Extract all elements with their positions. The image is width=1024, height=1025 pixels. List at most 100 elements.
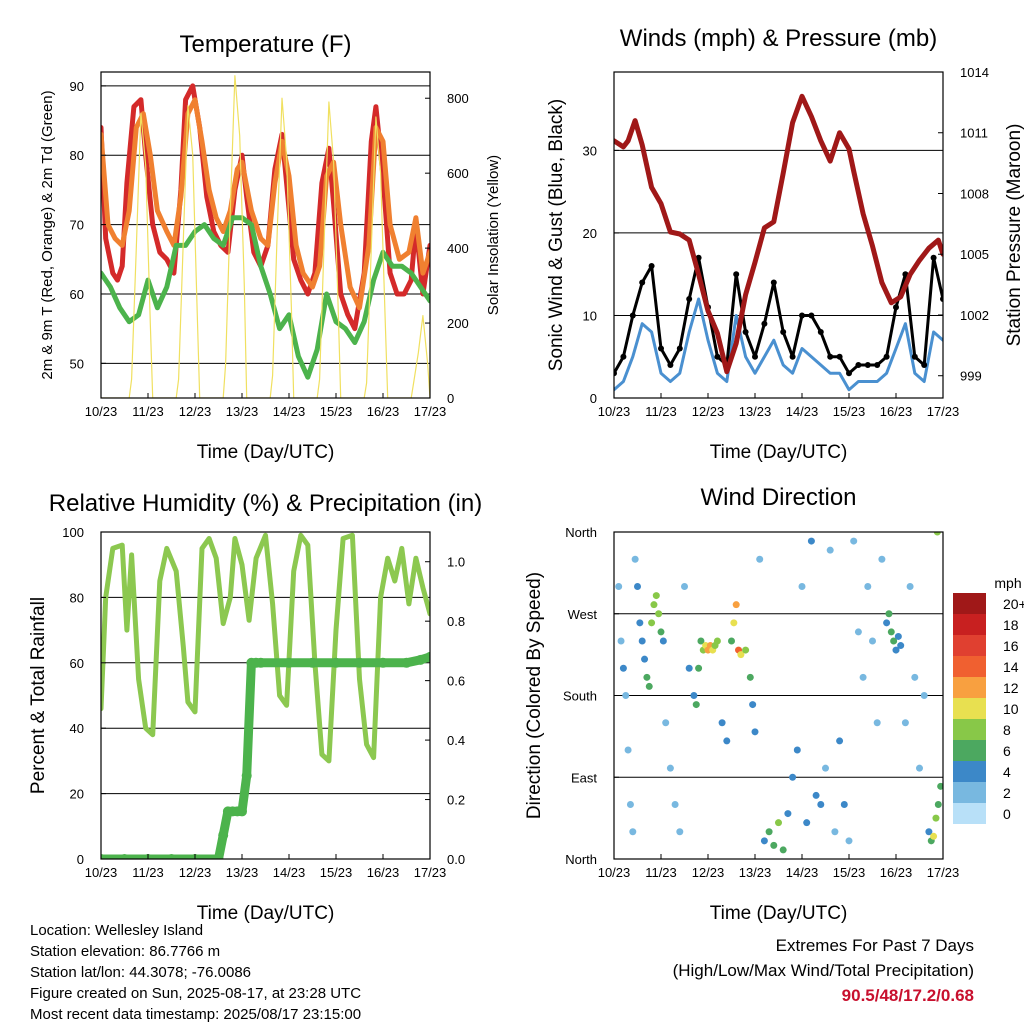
y2-tick-label: 1.0 [447,555,465,570]
direction-point [798,583,806,590]
y2-tick-label: 0 [447,391,454,406]
data-point [940,295,943,302]
x-tick-label: 10/23 [85,865,118,880]
y-tick-label: 20 [70,787,84,802]
direction-point [890,637,898,645]
direction-point [641,655,649,663]
y2-tick-label: 0.4 [447,733,465,748]
y-tick-label: 10 [583,308,597,323]
chart-title: Temperature (F) [179,31,351,58]
direction-point [732,601,740,609]
x-tick-label: 17/23 [414,404,447,419]
y2-tick-label: 1005 [960,247,989,262]
chart-panel-4: Wind Direction 10/23 11/23 12/23 13/23 14/23 1… [524,484,1024,924]
y-tick-label: 80 [70,148,84,163]
x-tick-label: 14/23 [273,404,306,419]
data-point [846,370,852,377]
direction-point [622,692,630,699]
x-tick-label: 13/23 [226,404,259,419]
chart-panel-1: Temperature (F) 10/23 11/23 12/23 13/23 14/23… [39,31,502,463]
colorbar-label: 20+ [1003,596,1024,612]
direction-point [775,819,782,827]
direction-point [617,637,625,645]
direction-point [728,637,735,645]
direction-point [685,664,693,672]
direction-point [878,555,886,563]
chart-panel-2: Winds (mph) & Pressure (mb) 10/23 11/23 12/… [546,25,1024,463]
data-point [686,295,693,302]
direction-point [671,801,679,808]
direction-point [916,764,923,772]
direction-point [937,782,943,790]
y2-tick-label: 1008 [960,186,989,201]
series-solar-insolation [101,75,430,398]
colorbar-swatch [953,656,986,677]
direction-point [619,664,627,672]
colorbar-swatch [953,614,986,635]
direction-point [831,828,839,836]
direction-point [659,637,667,645]
colorbar-label: 8 [1003,722,1011,738]
data-point [658,345,664,352]
station-latlon: Station lat/lon: 44.3078; -76.0086 [30,964,252,981]
x-tick-label: 12/23 [179,404,212,419]
x-tick-label: 16/23 [880,865,913,880]
data-point [241,770,252,781]
direction-point [718,719,726,727]
data-point [425,651,430,662]
data-point [354,657,365,668]
direction-point [765,828,773,836]
latest-timestamp: Most recent data timestamp: 2025/08/17 2… [30,1006,362,1023]
y2-axis-label: Solar Insolation (Yellow) [485,155,502,315]
plot-area [101,532,430,859]
direction-point [803,819,811,827]
direction-point [836,737,844,745]
direction-point [845,837,853,845]
y-axis-label: Direction (Colored By Speed) [524,572,545,819]
direction-point [897,642,905,650]
direction-point [638,637,646,645]
x-tick-label: 16/23 [367,404,400,419]
direction-point [624,746,632,754]
data-point [119,854,130,859]
x-tick-label: 10/23 [598,865,631,880]
x-tick-label: 13/23 [739,865,772,880]
chart-title: Winds (mph) & Pressure (mb) [620,25,937,52]
data-point [639,279,646,286]
data-point [331,657,341,668]
x-tick-label: 15/23 [833,404,866,419]
y-tick-label: 30 [583,143,597,158]
direction-point [737,651,745,659]
direction-point [650,601,658,609]
x-axis-label: Time (Day/UTC) [710,442,848,463]
direction-point [933,532,941,536]
x-tick-label: 11/23 [645,865,677,880]
y-tick-label: 60 [70,656,84,671]
data-point [827,353,834,360]
data-point [921,361,928,368]
y2-tick-label: 0.0 [447,852,465,867]
data-point [874,361,881,368]
direction-point [723,737,731,745]
extremes-title: Extremes For Past 7 Days [775,936,974,955]
direction-point [655,610,663,618]
direction-point [676,828,684,836]
x-tick-label: 17/23 [927,404,960,419]
direction-point [887,628,895,636]
data-point [667,361,674,368]
direction-point [657,628,665,636]
direction-point [648,619,656,627]
x-tick-label: 13/23 [226,865,259,880]
data-point [930,254,937,261]
direction-point [756,555,764,563]
data-point [817,328,824,335]
direction-point [643,673,651,681]
y2-tick-label: 600 [447,166,469,181]
data-point [307,657,318,668]
y-tick-label: North [565,852,597,867]
direction-point [850,537,858,545]
direction-point [930,832,938,840]
chart-title: Wind Direction [700,484,856,511]
y-tick-label: 90 [70,79,84,94]
